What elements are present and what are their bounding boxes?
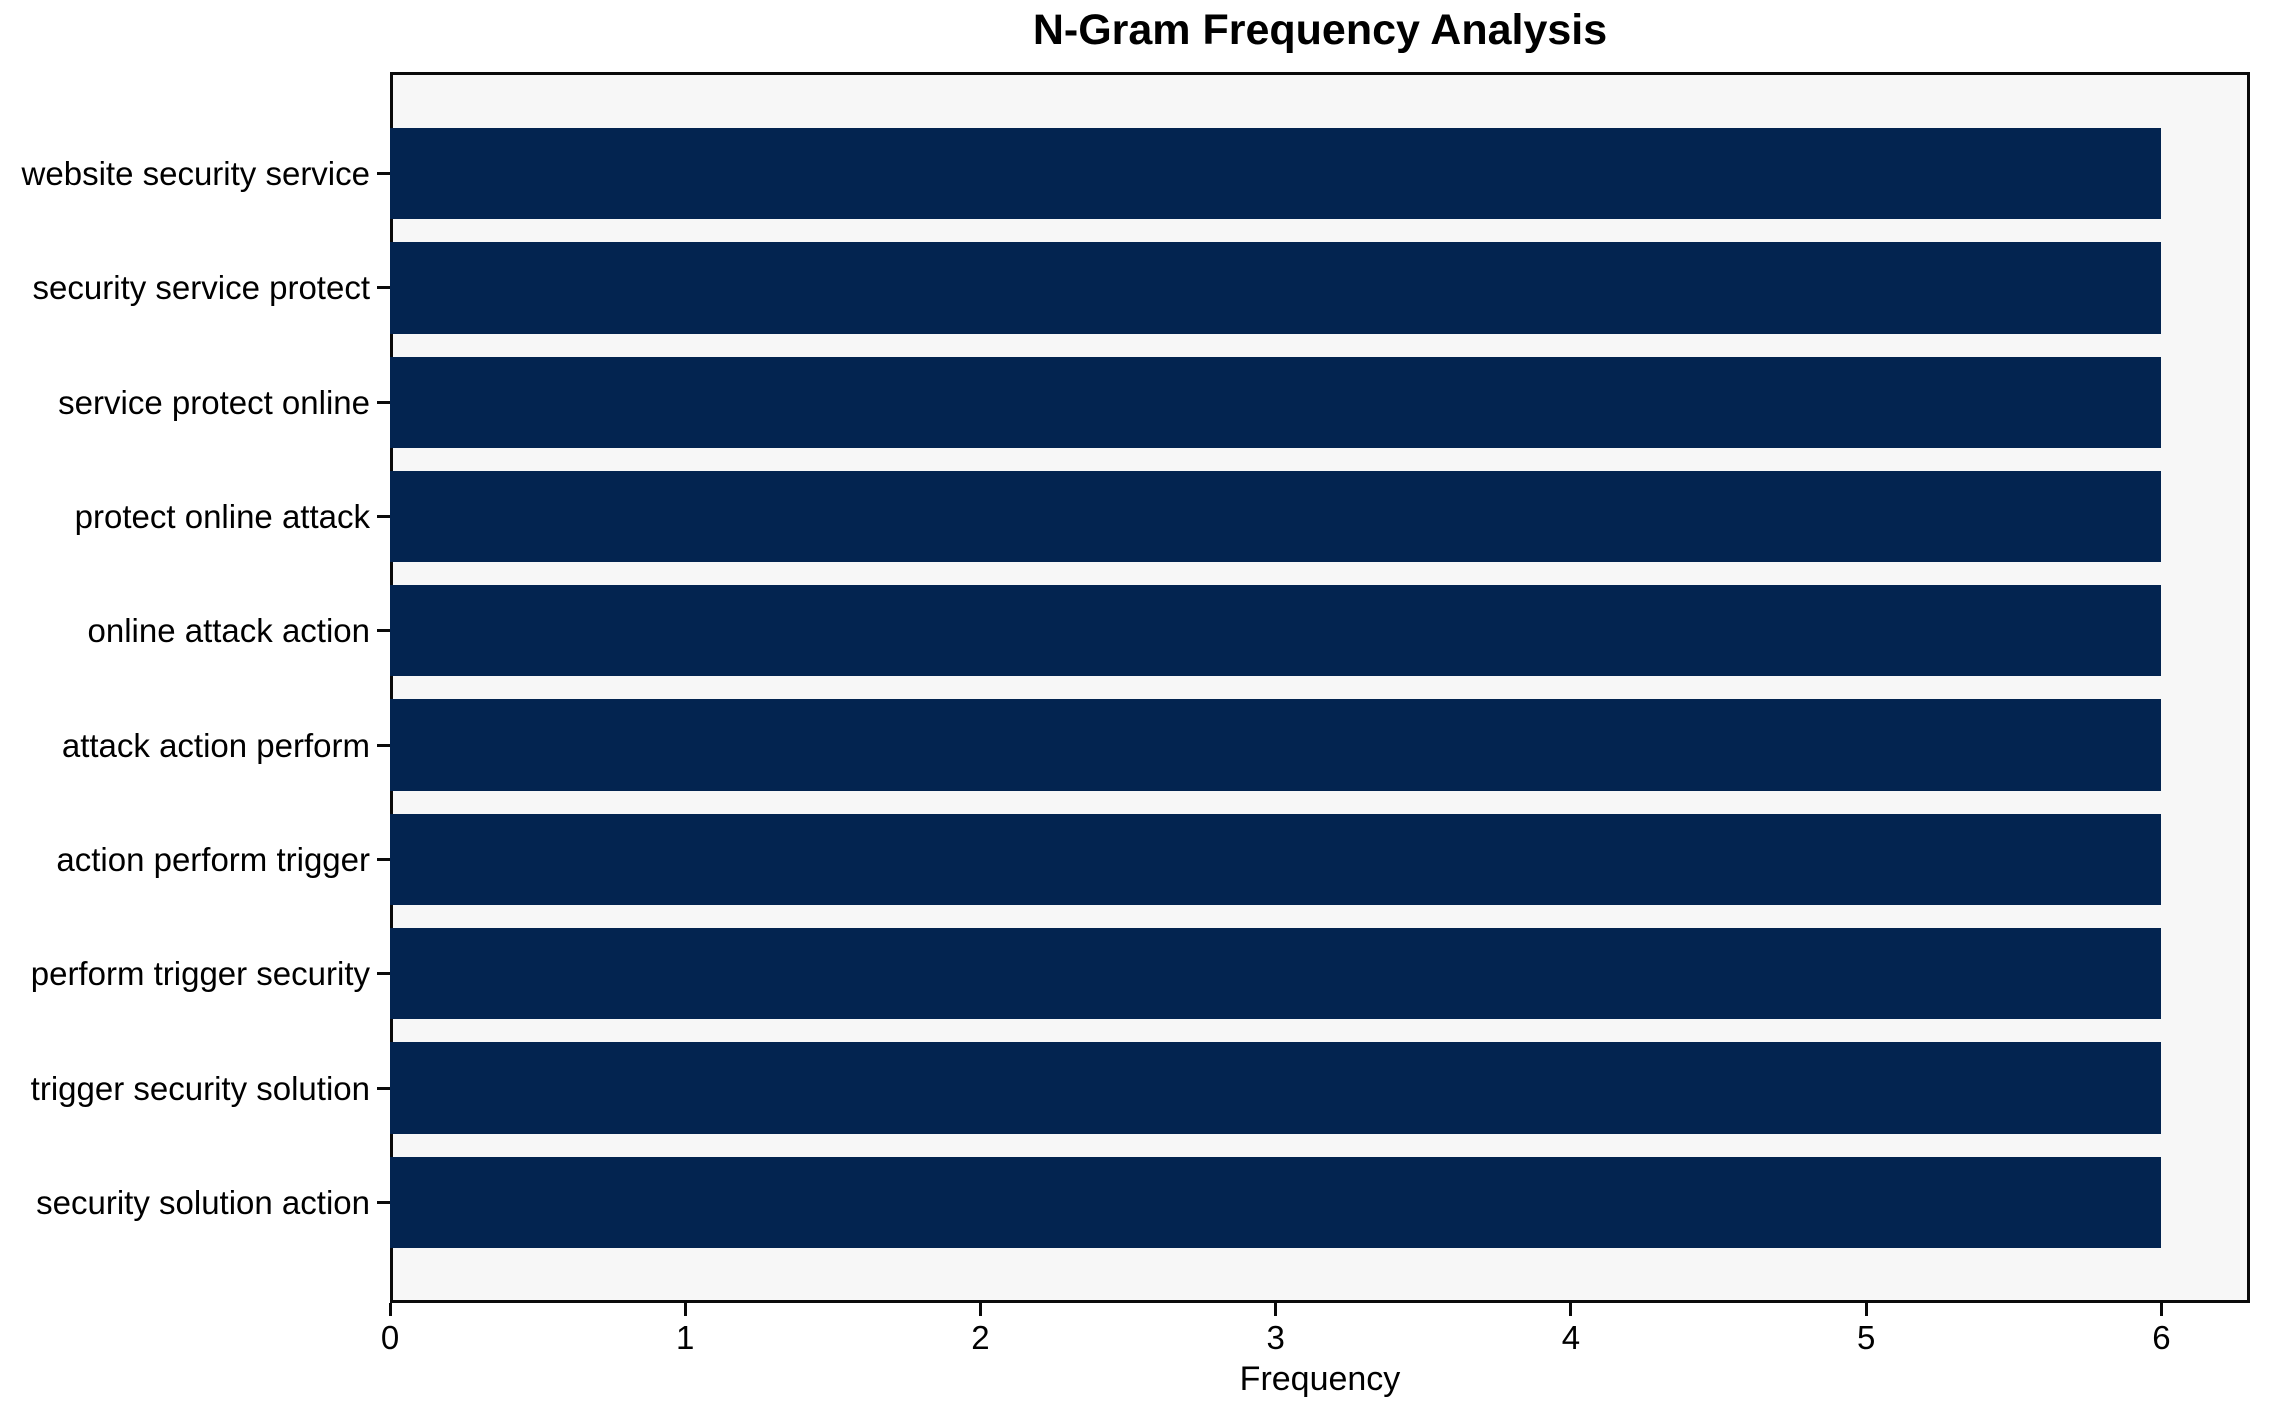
y-tick-label: service protect online <box>58 383 370 421</box>
y-tick-label-cell: security solution action <box>0 1157 390 1248</box>
x-tick-label: 1 <box>676 1319 695 1356</box>
x-tick-mark <box>2159 1303 2163 1316</box>
y-tick-label: security service protect <box>32 269 370 307</box>
y-tick-mark <box>377 857 390 861</box>
frequency-bar <box>390 1156 2162 1248</box>
bar-row: trigger security solution <box>0 1042 2250 1134</box>
x-axis-label: Frequency <box>1239 1360 1401 1398</box>
y-tick-mark <box>377 172 390 176</box>
bar-row: security solution action <box>0 1156 2250 1248</box>
y-tick-label-cell: perform trigger security <box>0 928 390 1019</box>
bar-track <box>390 1156 2250 1248</box>
y-tick-label-cell: attack action perform <box>0 699 390 790</box>
bar-track <box>390 470 2250 563</box>
y-tick-mark <box>377 400 390 404</box>
y-tick-mark <box>377 972 390 976</box>
x-tick-label: 4 <box>1561 1319 1581 1356</box>
y-tick-mark <box>377 743 390 747</box>
y-tick-label-cell: service protect online <box>0 357 390 448</box>
y-tick-label-cell: action perform trigger <box>0 814 390 905</box>
x-tick-mark <box>1864 1303 1868 1316</box>
bar-row: attack action perform <box>0 699 2250 791</box>
chart-title: N-Gram Frequency Analysis <box>1032 6 1608 54</box>
frequency-bar <box>390 242 2162 334</box>
x-tick-label: 3 <box>1266 1319 1285 1356</box>
y-tick-mark <box>377 1086 390 1090</box>
y-tick-label-cell: security service protect <box>0 242 390 333</box>
bar-track <box>390 813 2250 906</box>
y-tick-mark <box>377 515 390 519</box>
x-tick-mark <box>1569 1303 1573 1316</box>
frequency-bar <box>390 470 2162 563</box>
y-tick-label: action perform trigger <box>56 840 370 878</box>
y-tick-mark <box>377 286 390 290</box>
bar-track <box>390 356 2250 448</box>
frequency-bar <box>390 585 2162 677</box>
y-tick-mark <box>377 629 390 633</box>
y-tick-label: protect online attack <box>74 498 370 536</box>
x-tick-label: 0 <box>380 1319 400 1356</box>
frequency-bar <box>390 699 2162 791</box>
frequency-bar <box>390 813 2162 906</box>
x-tick-mark <box>683 1303 687 1316</box>
x-tick-label: 6 <box>2152 1319 2171 1356</box>
bar-row: website security service <box>0 128 2250 220</box>
x-tick-mark <box>1274 1303 1278 1316</box>
y-tick-label: online attack action <box>87 612 370 650</box>
bar-track <box>390 585 2250 677</box>
y-tick-mark <box>377 1200 390 1204</box>
y-tick-label: trigger security solution <box>30 1069 370 1107</box>
bar-row: protect online attack <box>0 470 2250 563</box>
bar-row: online attack action <box>0 585 2250 677</box>
y-tick-label-cell: protect online attack <box>0 471 390 562</box>
frequency-bar <box>390 928 2162 1020</box>
bar-track <box>390 128 2250 220</box>
y-tick-label: security solution action <box>36 1183 370 1221</box>
y-tick-label: website security service <box>21 155 370 193</box>
x-tick-label: 2 <box>971 1319 990 1356</box>
x-tick-mark <box>978 1303 982 1316</box>
bar-row: action perform trigger <box>0 813 2250 906</box>
x-tick-label: 5 <box>1857 1319 1876 1356</box>
y-tick-label: perform trigger security <box>30 955 370 993</box>
bar-row: service protect online <box>0 356 2250 448</box>
bar-track <box>390 928 2250 1020</box>
frequency-bar <box>390 1042 2162 1134</box>
y-tick-label-cell: online attack action <box>0 585 390 676</box>
bar-rows: website security service security servic… <box>0 72 2250 1303</box>
bar-row: security service protect <box>0 242 2250 334</box>
x-tick-mark <box>388 1303 392 1316</box>
bar-track <box>390 699 2250 791</box>
frequency-bar <box>390 356 2162 448</box>
y-tick-label-cell: website security service <box>0 128 390 219</box>
frequency-bar <box>390 128 2162 220</box>
bar-track <box>390 1042 2250 1134</box>
bar-row: perform trigger security <box>0 928 2250 1020</box>
y-tick-label: attack action perform <box>61 726 370 764</box>
y-tick-label-cell: trigger security solution <box>0 1042 390 1133</box>
x-axis-ticks: 0 1 2 3 4 5 6 <box>0 1303 2271 1373</box>
bar-track <box>390 242 2250 334</box>
